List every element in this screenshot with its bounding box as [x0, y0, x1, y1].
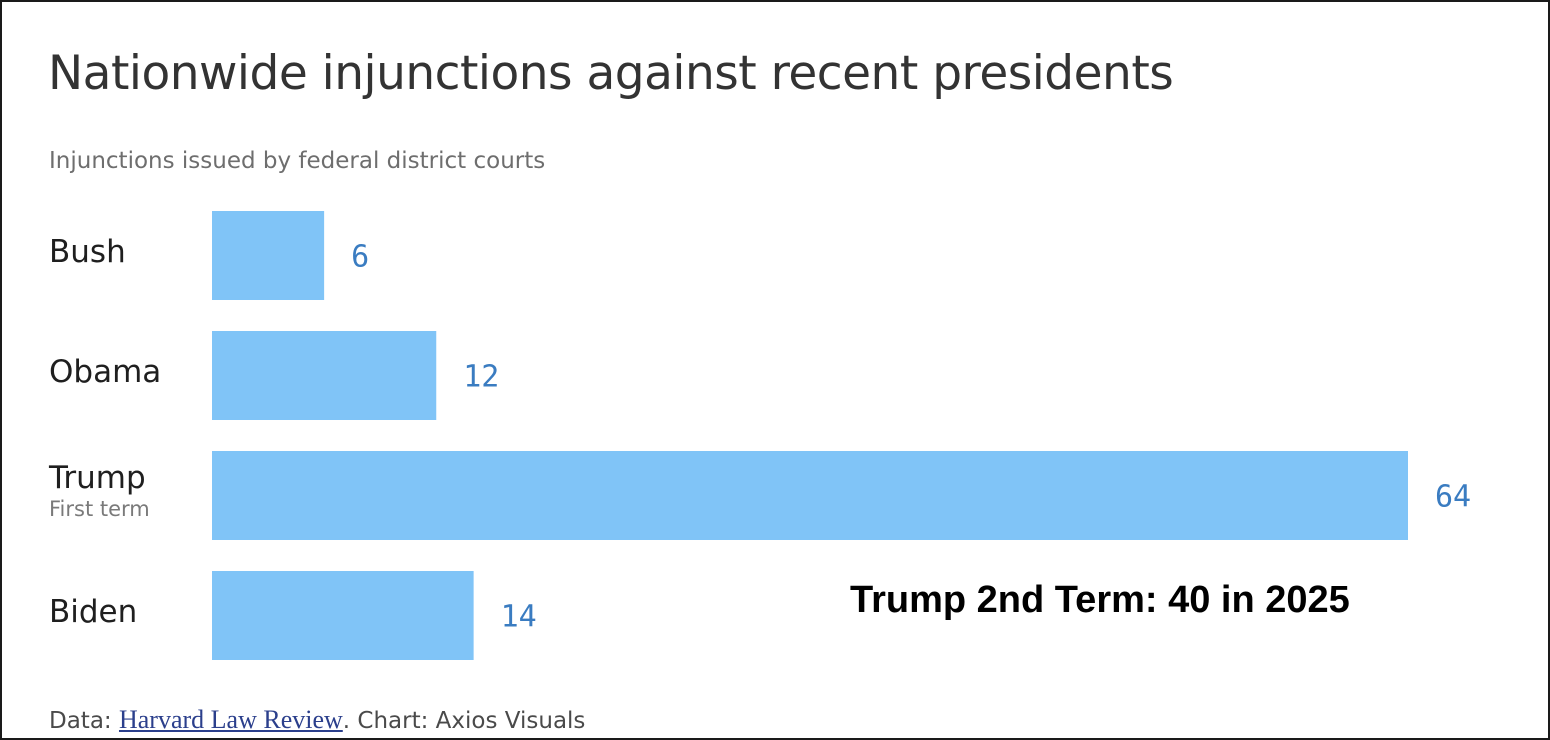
- footer-data-prefix: Data:: [49, 708, 119, 734]
- category-label-biden: Biden: [49, 594, 137, 630]
- chart-footer: Data: Harvard Law Review. Chart: Axios V…: [49, 705, 585, 735]
- category-sublabel: First term: [49, 497, 150, 521]
- category-label-trump: Trump First term: [49, 460, 150, 522]
- bar-trump: [212, 451, 1408, 540]
- bar-bush: [212, 211, 325, 300]
- value-label-obama: 12: [463, 360, 499, 395]
- footer-credit: . Chart: Axios Visuals: [342, 708, 586, 734]
- source-link[interactable]: Harvard Law Review: [118, 705, 343, 734]
- value-label-biden: 14: [501, 600, 537, 635]
- bar-obama: [212, 331, 437, 420]
- value-label-trump: 64: [1435, 480, 1471, 515]
- category-label-bush: Bush: [49, 234, 126, 270]
- chart-subtitle: Injunctions issued by federal district c…: [49, 148, 546, 174]
- category-name: Biden: [49, 594, 138, 630]
- category-name: Trump: [49, 460, 146, 496]
- value-label-bush: 6: [351, 240, 369, 275]
- trump-second-term-annotation: Trump 2nd Term: 40 in 2025: [850, 579, 1350, 621]
- category-name: Bush: [49, 234, 126, 270]
- bar-biden: [212, 571, 474, 660]
- category-name: Obama: [49, 354, 162, 390]
- category-label-obama: Obama: [49, 354, 161, 390]
- chart-title: Nationwide injunctions against recent pr…: [48, 46, 1174, 101]
